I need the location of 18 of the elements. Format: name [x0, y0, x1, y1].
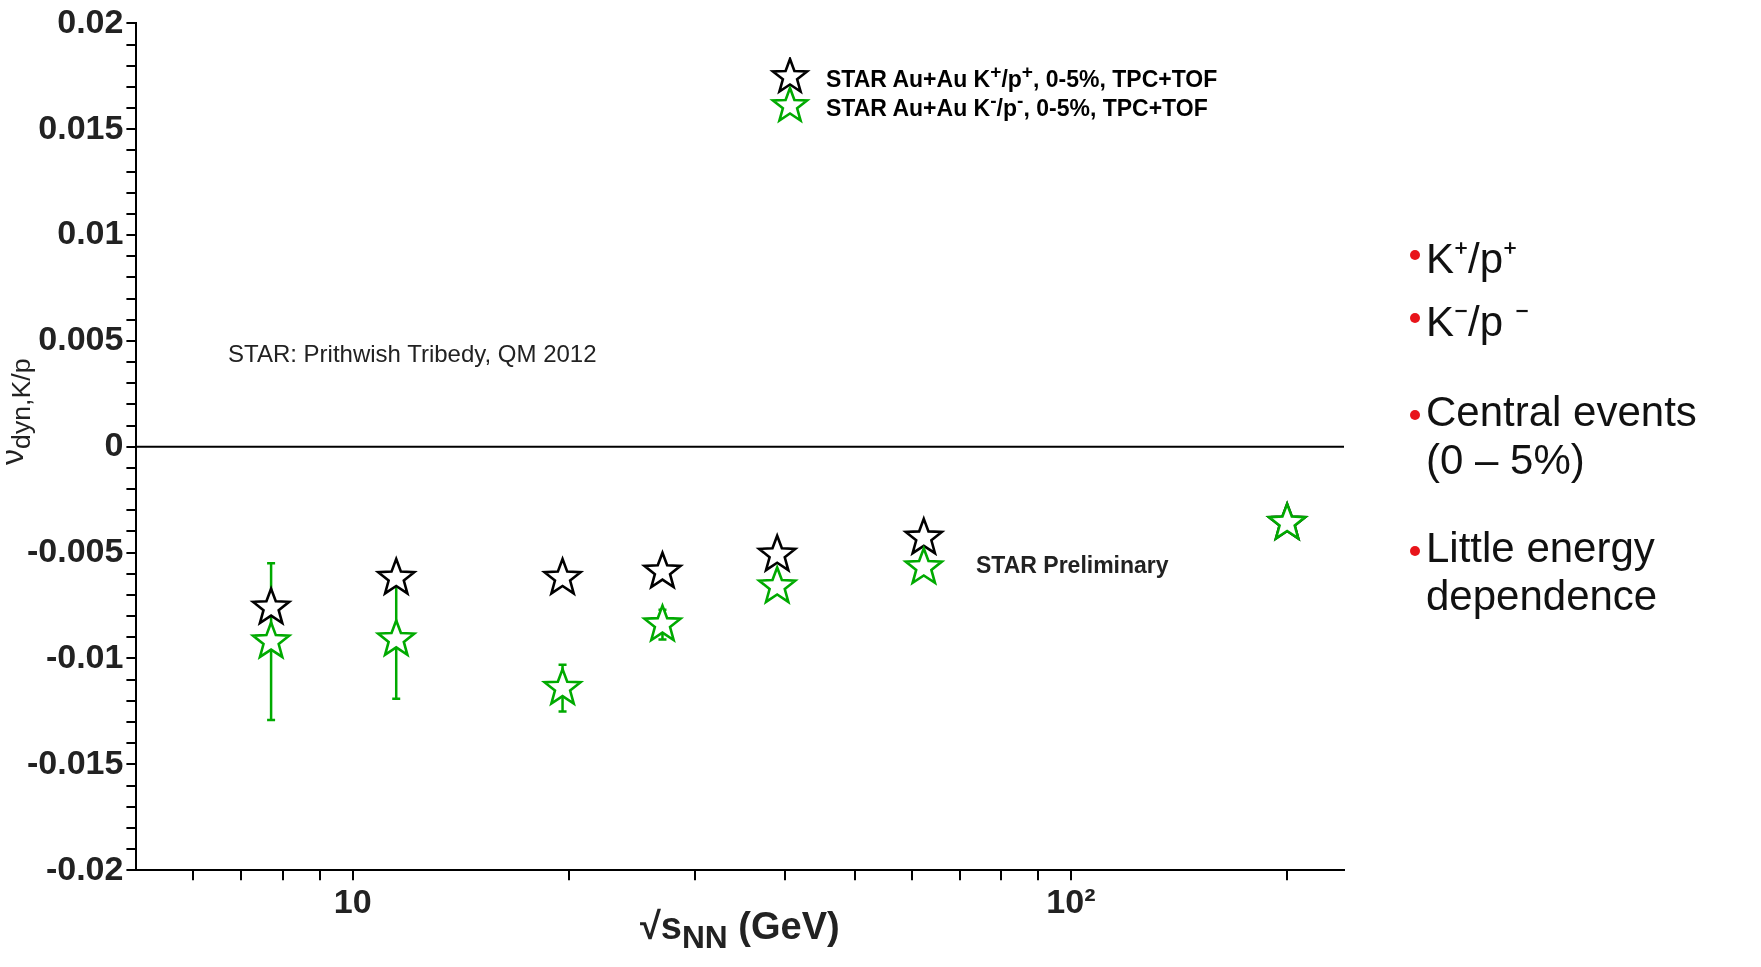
- text: Little energy dependence: [1426, 524, 1659, 620]
- text: K⁺/p⁺: [1426, 234, 1518, 284]
- y-tick-label: 0: [104, 425, 124, 464]
- annotation: STAR: Prithwish Tribedy, QM 2012: [228, 340, 597, 368]
- y-tick-label: -0.01: [45, 636, 124, 675]
- x-axis-title: √s$_{NN}$ (GeV): [640, 905, 840, 956]
- y-tick-label: -0.005: [27, 531, 124, 570]
- annotation: STAR Preliminary: [976, 552, 1169, 579]
- y-tick-label: 0.005: [38, 319, 124, 358]
- text: Central events (0 – 5%): [1426, 388, 1698, 484]
- y-tick-label: 0.01: [57, 213, 124, 252]
- y-tick-label: 0.02: [57, 1, 124, 40]
- y-tick-label: -0.015: [27, 742, 124, 781]
- text: K⁻/p ⁻: [1426, 297, 1529, 347]
- y-tick-label: -0.02: [45, 848, 124, 887]
- x-tick-label: 10²: [1046, 881, 1096, 920]
- y-tick-label: 0.015: [38, 107, 124, 146]
- x-tick-label: 10: [333, 881, 372, 920]
